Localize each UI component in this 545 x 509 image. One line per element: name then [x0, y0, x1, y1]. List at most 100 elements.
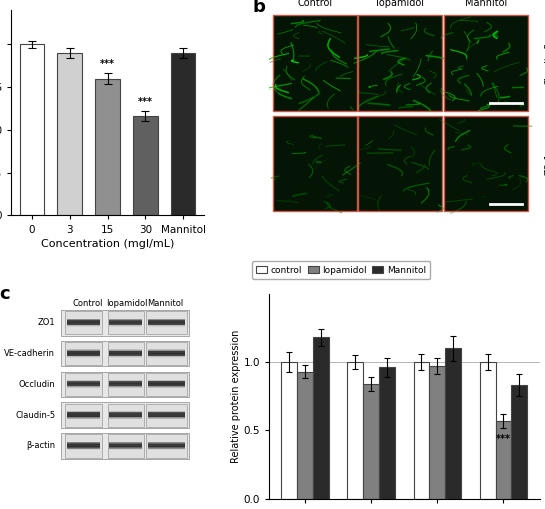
- Bar: [67, 381, 100, 382]
- Bar: [146, 311, 187, 334]
- Bar: [107, 342, 144, 365]
- Bar: [444, 15, 528, 111]
- Bar: [110, 442, 142, 443]
- Bar: [67, 319, 100, 320]
- Bar: [148, 448, 185, 449]
- Bar: [480, 362, 495, 499]
- Bar: [148, 323, 185, 324]
- Text: c: c: [0, 286, 10, 303]
- Bar: [148, 382, 185, 383]
- Bar: [148, 356, 185, 357]
- Text: Control: Control: [297, 0, 332, 8]
- Bar: [146, 373, 187, 396]
- Bar: [146, 342, 187, 365]
- Bar: [110, 411, 142, 412]
- Bar: [67, 320, 100, 321]
- Bar: [146, 404, 187, 427]
- Bar: [67, 385, 100, 386]
- Bar: [110, 354, 142, 355]
- Bar: [358, 116, 442, 211]
- Text: Claudin-5: Claudin-5: [15, 411, 56, 419]
- Bar: [57, 53, 82, 215]
- Bar: [110, 382, 142, 383]
- Bar: [67, 444, 100, 445]
- Bar: [107, 373, 144, 396]
- Bar: [148, 449, 185, 450]
- Bar: [67, 357, 100, 358]
- Bar: [148, 354, 185, 355]
- Bar: [358, 15, 442, 111]
- Bar: [110, 383, 142, 384]
- Bar: [148, 353, 185, 354]
- Bar: [67, 323, 100, 324]
- Bar: [67, 413, 100, 414]
- Bar: [148, 414, 185, 415]
- Bar: [148, 384, 185, 385]
- Bar: [110, 416, 142, 417]
- Bar: [110, 442, 142, 443]
- Bar: [67, 355, 100, 356]
- Bar: [110, 321, 142, 322]
- Bar: [110, 448, 142, 449]
- Bar: [110, 384, 142, 385]
- Bar: [110, 385, 142, 386]
- Bar: [67, 319, 100, 320]
- Bar: [67, 411, 100, 412]
- Bar: [110, 319, 142, 320]
- Bar: [67, 384, 100, 385]
- Bar: [414, 362, 429, 499]
- Bar: [272, 116, 356, 211]
- Bar: [110, 447, 142, 448]
- Bar: [148, 443, 185, 444]
- Bar: [148, 324, 185, 325]
- Text: β-actin: β-actin: [26, 441, 56, 450]
- Bar: [110, 319, 142, 320]
- Bar: [110, 415, 142, 416]
- Bar: [445, 348, 461, 499]
- Bar: [61, 341, 189, 366]
- Bar: [65, 434, 102, 458]
- Bar: [110, 380, 142, 381]
- Bar: [67, 418, 100, 419]
- Bar: [110, 322, 142, 323]
- Bar: [148, 353, 185, 354]
- Bar: [148, 319, 185, 320]
- Bar: [67, 383, 100, 384]
- Bar: [65, 311, 102, 334]
- Bar: [67, 321, 100, 322]
- Bar: [358, 116, 442, 211]
- Bar: [110, 353, 142, 354]
- Bar: [107, 404, 144, 427]
- Bar: [110, 355, 142, 356]
- Bar: [148, 352, 185, 353]
- Bar: [148, 350, 185, 351]
- Bar: [148, 444, 185, 445]
- Bar: [148, 416, 185, 417]
- Bar: [148, 413, 185, 414]
- Bar: [511, 385, 527, 499]
- Bar: [148, 442, 185, 443]
- Bar: [67, 350, 100, 351]
- Bar: [67, 326, 100, 327]
- Bar: [67, 415, 100, 416]
- Bar: [148, 325, 185, 326]
- Bar: [67, 356, 100, 357]
- Bar: [148, 387, 185, 388]
- Bar: [61, 402, 189, 428]
- Bar: [148, 321, 185, 322]
- Bar: [67, 414, 100, 415]
- Bar: [67, 443, 100, 444]
- Bar: [110, 443, 142, 444]
- Bar: [110, 349, 142, 350]
- Bar: [148, 385, 185, 386]
- Bar: [67, 353, 100, 354]
- Bar: [110, 381, 142, 382]
- Bar: [348, 362, 364, 499]
- Bar: [110, 414, 142, 415]
- Bar: [148, 417, 185, 418]
- Bar: [148, 387, 185, 388]
- Legend: control, Iopamidol, Mannitol: control, Iopamidol, Mannitol: [252, 261, 431, 279]
- Bar: [272, 116, 356, 211]
- Text: VE-cadherin: VE-cadherin: [4, 349, 56, 358]
- Bar: [110, 326, 142, 327]
